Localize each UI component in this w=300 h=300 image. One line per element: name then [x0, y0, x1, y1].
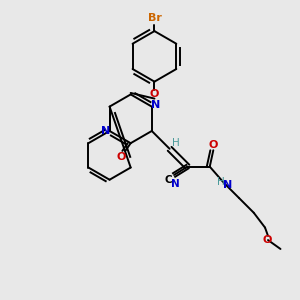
Text: N: N — [223, 180, 232, 190]
Text: O: O — [262, 235, 272, 245]
Text: C: C — [164, 175, 172, 185]
Text: N: N — [171, 178, 179, 189]
Text: N: N — [101, 126, 110, 136]
Text: N: N — [151, 100, 160, 110]
Text: O: O — [208, 140, 218, 150]
Text: H: H — [217, 176, 224, 187]
Text: Br: Br — [148, 13, 161, 23]
Text: H: H — [172, 139, 180, 148]
Text: O: O — [116, 152, 126, 162]
Text: O: O — [150, 89, 159, 99]
